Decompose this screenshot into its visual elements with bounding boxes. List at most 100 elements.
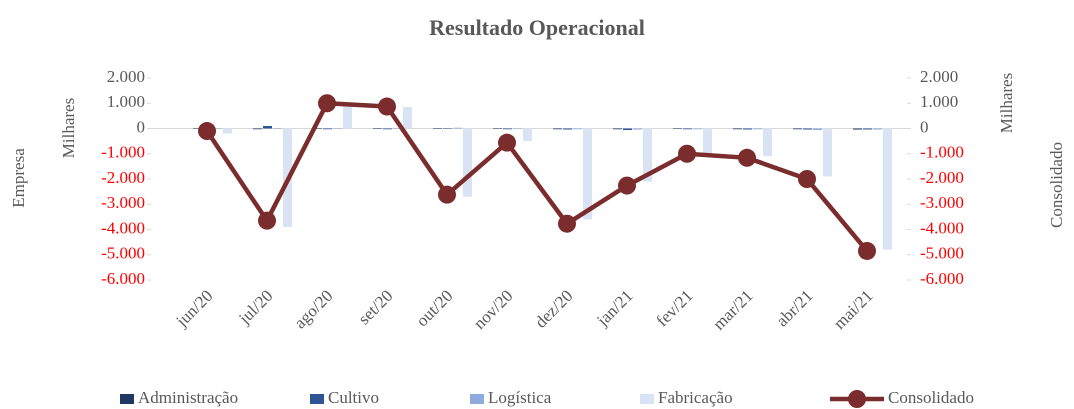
x-tick-label: ago/20 xyxy=(290,286,336,332)
bar xyxy=(613,128,622,130)
x-tick-label: jan/21 xyxy=(592,286,636,330)
bar xyxy=(623,128,632,131)
bar xyxy=(793,128,802,130)
bar xyxy=(523,128,532,142)
bar xyxy=(873,128,882,130)
x-tick-label: out/20 xyxy=(412,286,456,330)
bar xyxy=(393,128,402,130)
marker xyxy=(618,176,636,195)
bar xyxy=(213,128,222,130)
tick-label: -3.000 xyxy=(920,193,964,212)
y-axis-unit: Milhares xyxy=(59,98,78,158)
tick-label: -5.000 xyxy=(101,244,145,263)
bar xyxy=(703,128,712,154)
bar xyxy=(563,128,572,130)
bar xyxy=(633,128,642,130)
bar xyxy=(683,128,692,130)
bar xyxy=(333,128,342,130)
bar xyxy=(273,128,282,130)
bar xyxy=(223,128,232,134)
x-tick-label: jun/20 xyxy=(172,286,217,331)
tick-label: -1.000 xyxy=(920,143,964,162)
x-tick-label: abr/21 xyxy=(772,286,816,330)
tick-label: -4.000 xyxy=(920,218,964,237)
x-tick-label: fev/21 xyxy=(652,286,696,330)
x-tick-label: mai/21 xyxy=(830,286,877,333)
bar xyxy=(463,128,472,197)
tick-label: 0 xyxy=(137,117,146,136)
marker xyxy=(498,133,516,152)
marker xyxy=(318,94,336,113)
marker xyxy=(738,148,756,167)
line xyxy=(205,100,869,253)
legend-label: Administração xyxy=(138,388,238,407)
legend-label: Cultivo xyxy=(328,388,379,407)
bar xyxy=(803,128,812,130)
marker xyxy=(258,211,276,230)
bar xyxy=(733,128,742,130)
bar xyxy=(493,128,502,130)
marker xyxy=(798,170,816,188)
bar xyxy=(693,128,702,130)
tick-label: -6.000 xyxy=(101,269,145,288)
bar xyxy=(583,128,592,220)
tick-label: 2.000 xyxy=(107,67,145,86)
bar xyxy=(443,128,452,130)
bar xyxy=(313,128,322,130)
y2-axis-unit: Milhares xyxy=(997,73,1016,133)
bar xyxy=(433,128,442,130)
x-tick-label: set/20 xyxy=(354,286,396,328)
bar xyxy=(863,128,872,130)
legend-swatch xyxy=(310,394,324,404)
bar xyxy=(643,128,652,182)
x-tick-label: jul/20 xyxy=(234,286,276,328)
bar xyxy=(323,128,332,130)
bar xyxy=(823,128,832,177)
chart-title: Resultado Operacional xyxy=(429,15,645,40)
bar xyxy=(853,128,862,130)
bar xyxy=(753,128,762,130)
tick-label: 0 xyxy=(920,117,929,136)
marker xyxy=(858,241,876,260)
legend-label: Logística xyxy=(488,388,552,407)
x-tick-label: mar/21 xyxy=(709,286,756,333)
x-tick-label: dez/20 xyxy=(531,286,576,331)
bar xyxy=(383,128,392,130)
tick-label: -1.000 xyxy=(101,143,145,162)
legend-swatch xyxy=(120,394,134,404)
x-tick-label: nov/20 xyxy=(470,286,517,333)
legend-swatch xyxy=(848,390,866,408)
tick-label: -2.000 xyxy=(101,168,145,187)
tick-label: -3.000 xyxy=(101,193,145,212)
bar xyxy=(263,125,272,129)
tick-label: -4.000 xyxy=(101,218,145,237)
marker xyxy=(678,144,696,163)
bar xyxy=(503,128,512,130)
marker xyxy=(198,122,216,141)
bar xyxy=(553,128,562,130)
bar xyxy=(253,128,262,130)
y-axis-label: Empresa xyxy=(9,148,28,208)
tick-label: -6.000 xyxy=(920,269,964,288)
legend-swatch xyxy=(470,394,484,404)
tick-label: 2.000 xyxy=(920,67,958,86)
legend-label: Consolidado xyxy=(888,388,974,407)
tick-label: 1.000 xyxy=(920,92,958,111)
legend-label: Fabricação xyxy=(658,388,733,407)
legend-swatch xyxy=(640,394,654,404)
tick-label: 1.000 xyxy=(107,92,145,111)
bar xyxy=(373,128,382,130)
tick-label: -2.000 xyxy=(920,168,964,187)
bar xyxy=(513,128,522,130)
bar xyxy=(743,128,752,130)
y2-axis-label: Consolidado xyxy=(1047,142,1066,228)
tick-label: -5.000 xyxy=(920,244,964,263)
bar xyxy=(453,127,462,129)
bar xyxy=(813,128,822,131)
bar xyxy=(673,128,682,130)
bar xyxy=(883,128,892,250)
bar xyxy=(573,128,582,130)
marker xyxy=(558,214,576,233)
marker xyxy=(438,185,456,204)
